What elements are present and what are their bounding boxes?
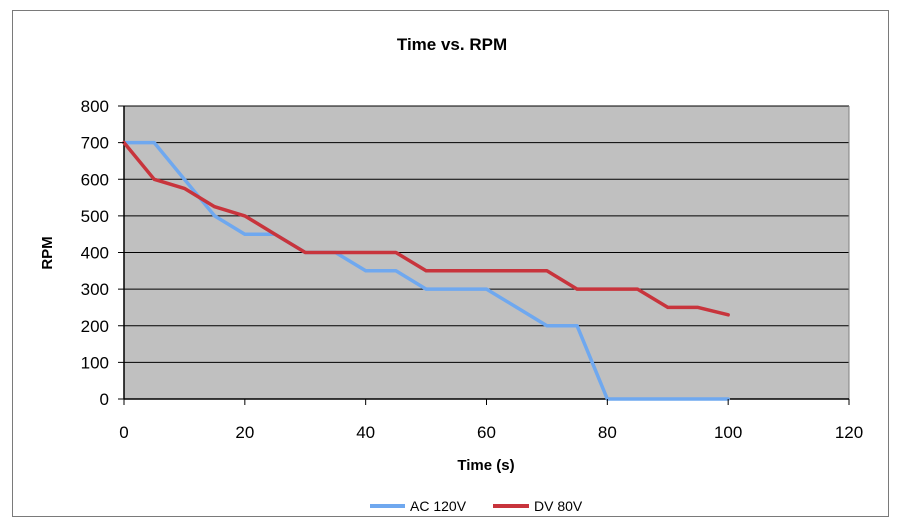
y-tick-label: 800 [81,97,109,116]
series-line-1 [122,140,730,401]
x-tick-label: 20 [235,423,254,442]
y-tick-label: 600 [81,170,109,189]
x-axis-title: Time (s) [457,457,514,474]
y-tick-label: 0 [100,390,109,409]
y-tick-label: 700 [81,134,109,153]
legend: AC 120V DV 80V [370,498,583,514]
y-tick-label: 400 [81,244,109,263]
x-tick-label: 0 [119,423,128,442]
x-tick-label: 120 [835,423,863,442]
legend-label-2: DV 80V [534,498,583,514]
series-group [122,140,730,401]
tick-labels: 0 100 200 300 400 500 600 700 800 0 20 40 60 80 100 120 [81,97,864,442]
plot-area [123,105,850,400]
x-tick-label: 40 [356,423,375,442]
x-tick-label: 100 [714,423,742,442]
series-line-2 [122,140,730,317]
y-tick-label: 200 [81,317,109,336]
x-tick-label: 60 [477,423,496,442]
legend-label-1: AC 120V [410,498,467,514]
chart-title: Time vs. RPM [397,35,507,54]
y-axis-title: RPM [39,236,56,269]
x-tick-label: 80 [598,423,617,442]
y-tick-label: 500 [81,207,109,226]
y-tick-label: 100 [81,353,109,372]
y-tick-label: 300 [81,280,109,299]
